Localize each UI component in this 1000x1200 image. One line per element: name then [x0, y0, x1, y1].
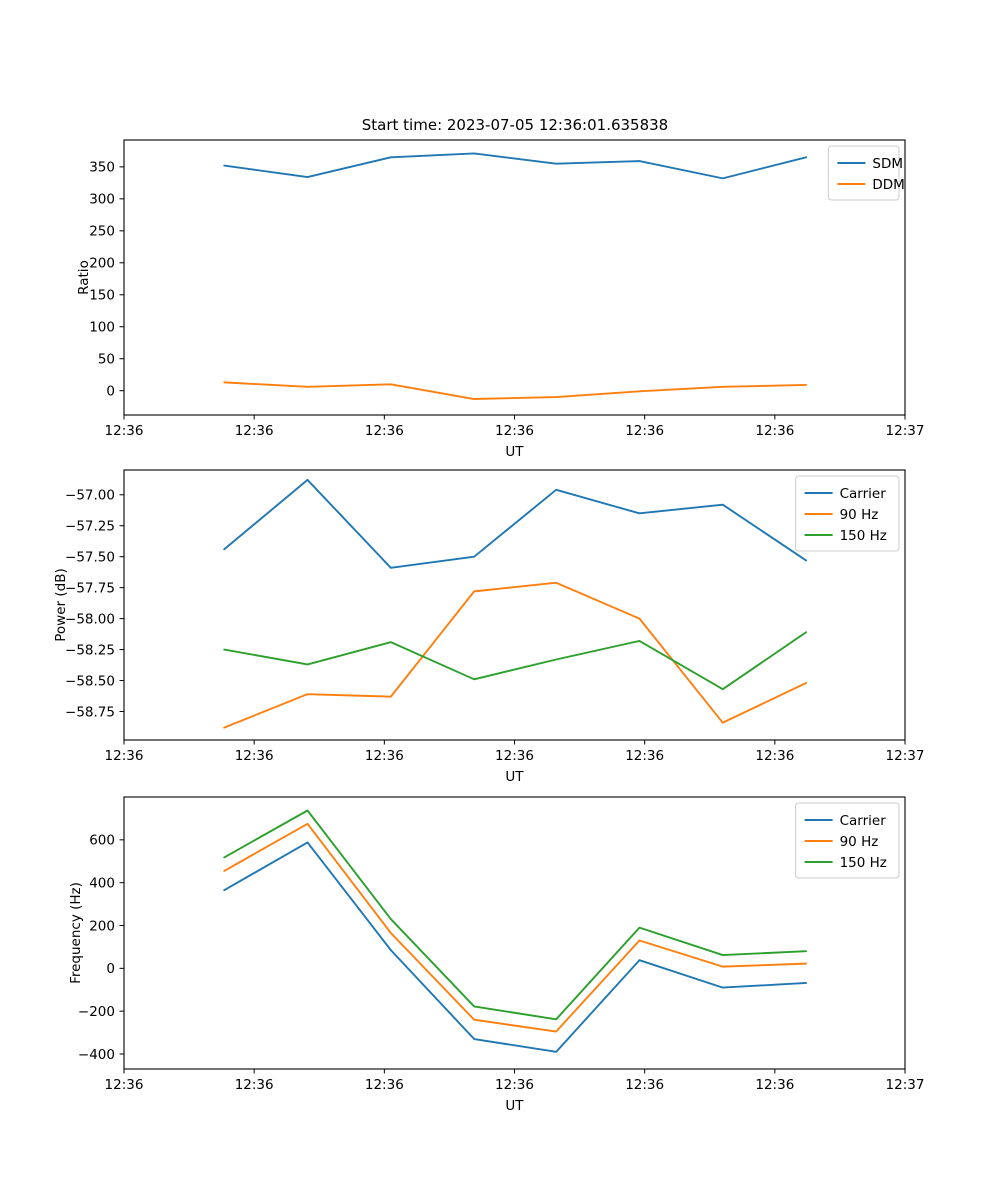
- y-tick-label: 0: [106, 383, 115, 399]
- legend-label-150-hz: 150 Hz: [840, 528, 887, 544]
- x-tick-label: 12:36: [755, 423, 794, 439]
- x-axis-label: UT: [505, 1098, 524, 1114]
- y-axis-label: Ratio: [76, 260, 92, 295]
- y-tick-label: −57.50: [65, 549, 115, 565]
- series-line-90-hz: [223, 581, 808, 729]
- legend-box: [795, 475, 900, 552]
- y-tick-label: 0: [106, 961, 115, 977]
- y-tick-label: −57.25: [65, 519, 115, 535]
- y-tick-label: −58.75: [65, 704, 115, 720]
- x-tick-label: 12:36: [625, 748, 664, 764]
- x-tick-label: 12:36: [495, 423, 534, 439]
- series-line-150-hz: [223, 809, 808, 1021]
- x-tick-label: 12:36: [495, 1077, 534, 1093]
- legend-label-ddm: DDM: [872, 177, 904, 193]
- legend-box: [827, 145, 900, 201]
- y-tick-label: −57.75: [65, 580, 115, 596]
- y-tick-label: −57.00: [65, 488, 115, 504]
- x-tick-label: 12:36: [495, 748, 534, 764]
- y-tick-label: 400: [89, 875, 115, 891]
- legend[interactable]: Carrier 90 Hz 150 Hz: [795, 802, 900, 879]
- legend[interactable]: Carrier 90 Hz 150 Hz: [795, 475, 900, 552]
- x-tick-label: 12:36: [755, 1077, 794, 1093]
- legend-label-90-hz: 90 Hz: [840, 507, 879, 523]
- x-tick-label: 12:36: [365, 423, 404, 439]
- y-tick-label: −400: [78, 1047, 115, 1063]
- series-line-ddm: [223, 381, 808, 400]
- y-tick-label: −58.00: [65, 611, 115, 627]
- x-tick-label: 12:36: [105, 748, 144, 764]
- legend-label-90-hz: 90 Hz: [840, 834, 879, 850]
- panel-1: 12:36 12:36 12:36 12:36 12:36 12:36 12:37 0 50 10…: [76, 139, 925, 460]
- x-tick-label: 12:37: [886, 1077, 925, 1093]
- x-tick-label: 12:36: [105, 1077, 144, 1093]
- x-tick-label: 12:36: [625, 423, 664, 439]
- series-line-sdm: [223, 152, 808, 180]
- y-axis-label: Power (dB): [53, 568, 69, 641]
- x-tick-label: 12:36: [365, 748, 404, 764]
- legend[interactable]: SDM DDM: [827, 145, 905, 201]
- legend-label-carrier: Carrier: [840, 813, 887, 829]
- panels-root: 12:36 12:36 12:36 12:36 12:36 12:36 12:37 0 50 10…: [53, 139, 925, 1114]
- x-tick-label: 12:36: [625, 1077, 664, 1093]
- y-tick-label: 200: [89, 918, 115, 934]
- y-tick-label: 50: [98, 352, 115, 368]
- x-tick-label: 12:36: [365, 1077, 404, 1093]
- y-tick-label: 250: [89, 224, 115, 240]
- x-tick-label: 12:36: [235, 1077, 274, 1093]
- y-tick-label: −200: [78, 1004, 115, 1020]
- y-tick-label: 150: [89, 288, 115, 304]
- y-tick-label: −58.50: [65, 673, 115, 689]
- figure-title: Start time: 2023-07-05 12:36:01.635838: [362, 116, 668, 134]
- legend-box: [795, 802, 900, 879]
- x-tick-label: 12:37: [886, 423, 925, 439]
- y-axis-label: Frequency (Hz): [68, 882, 84, 984]
- x-axis-label: UT: [505, 769, 524, 785]
- series-line-carrier: [223, 841, 808, 1053]
- series-line-carrier: [223, 478, 808, 569]
- x-tick-label: 12:37: [886, 748, 925, 764]
- panel-2: 12:36 12:36 12:36 12:36 12:36 12:36 12:37 −58.7…: [53, 469, 925, 785]
- series-line-90-hz: [223, 822, 808, 1033]
- y-tick-label: 100: [89, 320, 115, 336]
- y-tick-label: −58.25: [65, 642, 115, 658]
- panel-3: 12:36 12:36 12:36 12:36 12:36 12:36 12:37 −400 −…: [68, 796, 925, 1114]
- legend-label-150-hz: 150 Hz: [840, 855, 887, 871]
- y-tick-label: 350: [89, 160, 115, 176]
- legend-label-sdm: SDM: [872, 156, 903, 172]
- x-tick-label: 12:36: [105, 423, 144, 439]
- legend-label-carrier: Carrier: [840, 486, 887, 502]
- y-tick-label: 300: [89, 192, 115, 208]
- x-tick-label: 12:36: [235, 423, 274, 439]
- y-tick-label: 600: [89, 833, 115, 849]
- x-axis-label: UT: [505, 444, 524, 460]
- x-tick-label: 12:36: [235, 748, 274, 764]
- series-line-150-hz: [223, 631, 808, 691]
- x-tick-label: 12:36: [755, 748, 794, 764]
- y-tick-label: 200: [89, 256, 115, 272]
